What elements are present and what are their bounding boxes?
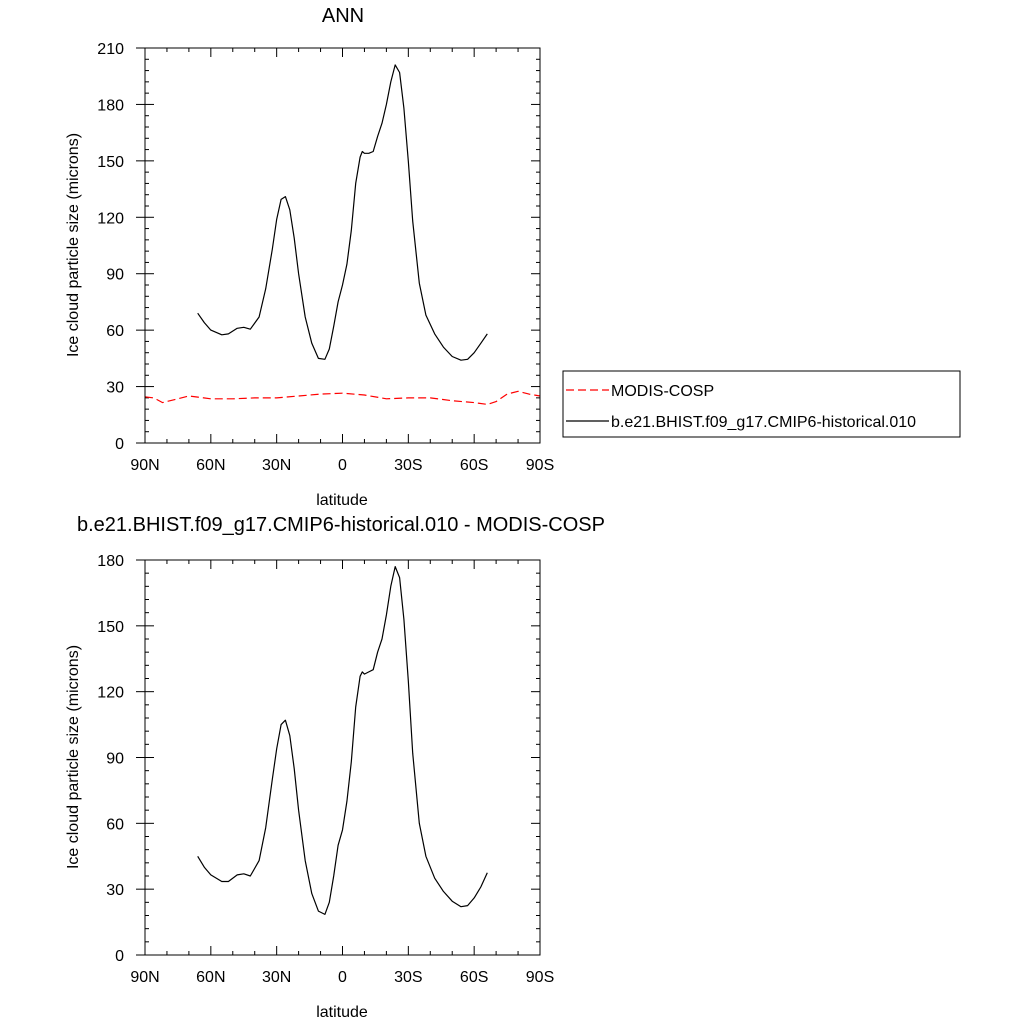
- legend-label-modis: MODIS-COSP: [611, 383, 714, 400]
- y-tick-label: 60: [106, 323, 124, 340]
- top-panel: ANN 90N 60N 30N 0 30S 60S 90S 0 30 60 90 120 150 180 2…: [65, 5, 554, 509]
- legend: MODIS-COSP b.e21.BHIST.f09_g17.CMIP6-his…: [562, 370, 961, 438]
- x-tick-label: 90S: [526, 969, 554, 986]
- y-tick-label: 90: [106, 751, 124, 768]
- y-tick-label: 180: [97, 553, 124, 570]
- x-tick-label: 30S: [394, 969, 422, 986]
- top-panel-ylabel: Ice cloud particle size (microns): [65, 133, 82, 357]
- y-tick-label: 150: [97, 154, 124, 171]
- bottom-panel-title: b.e21.BHIST.f09_g17.CMIP6-historical.010…: [77, 514, 605, 536]
- bottom-panel-xlabel: latitude: [316, 1004, 368, 1021]
- y-tick-label: 60: [106, 816, 124, 833]
- top-panel-ticks: 90N 60N 30N 0 30S 60S 90S 0 30 60 90 120 150 180 210: [97, 41, 554, 474]
- y-tick-label: 150: [97, 619, 124, 636]
- y-tick-label: 30: [106, 882, 124, 899]
- x-tick-label: 30N: [262, 969, 291, 986]
- top-panel-series: [144, 64, 541, 405]
- x-tick-label: 0: [338, 969, 347, 986]
- y-tick-label: 30: [106, 380, 124, 397]
- bottom-panel-ticks: 90N 60N 30N 0 30S 60S 90S 0 30 60 90 120 150 180: [97, 553, 554, 986]
- y-tick-label: 0: [115, 436, 124, 453]
- y-tick-label: 210: [97, 41, 124, 58]
- x-tick-label: 30S: [394, 457, 422, 474]
- top-panel-title: ANN: [322, 5, 364, 27]
- bottom-panel-series: [197, 565, 488, 916]
- bottom-panel-ylabel: Ice cloud particle size (microns): [65, 645, 82, 869]
- x-tick-label: 90N: [130, 969, 159, 986]
- x-tick-label: 60N: [196, 969, 225, 986]
- series-line-model: [197, 64, 488, 361]
- y-tick-label: 0: [115, 948, 124, 965]
- y-tick-label: 120: [97, 685, 124, 702]
- top-panel-xlabel: latitude: [316, 492, 368, 509]
- x-tick-label: 0: [338, 457, 347, 474]
- x-tick-label: 60S: [460, 457, 488, 474]
- y-tick-label: 180: [97, 97, 124, 114]
- y-tick-label: 120: [97, 210, 124, 227]
- legend-label-model: b.e21.BHIST.f09_g17.CMIP6-historical.010: [611, 414, 916, 431]
- series-line-difference: [197, 565, 488, 916]
- x-tick-label: 60S: [460, 969, 488, 986]
- legend-box: [562, 370, 961, 438]
- x-tick-label: 90N: [130, 457, 159, 474]
- y-tick-label: 90: [106, 267, 124, 284]
- x-tick-label: 60N: [196, 457, 225, 474]
- bottom-panel: b.e21.BHIST.f09_g17.CMIP6-historical.010…: [65, 514, 605, 1021]
- series-line-modis: [144, 390, 541, 405]
- x-tick-label: 90S: [526, 457, 554, 474]
- x-tick-label: 30N: [262, 457, 291, 474]
- top-panel-frame: [144, 47, 541, 444]
- bottom-panel-frame: [144, 559, 541, 956]
